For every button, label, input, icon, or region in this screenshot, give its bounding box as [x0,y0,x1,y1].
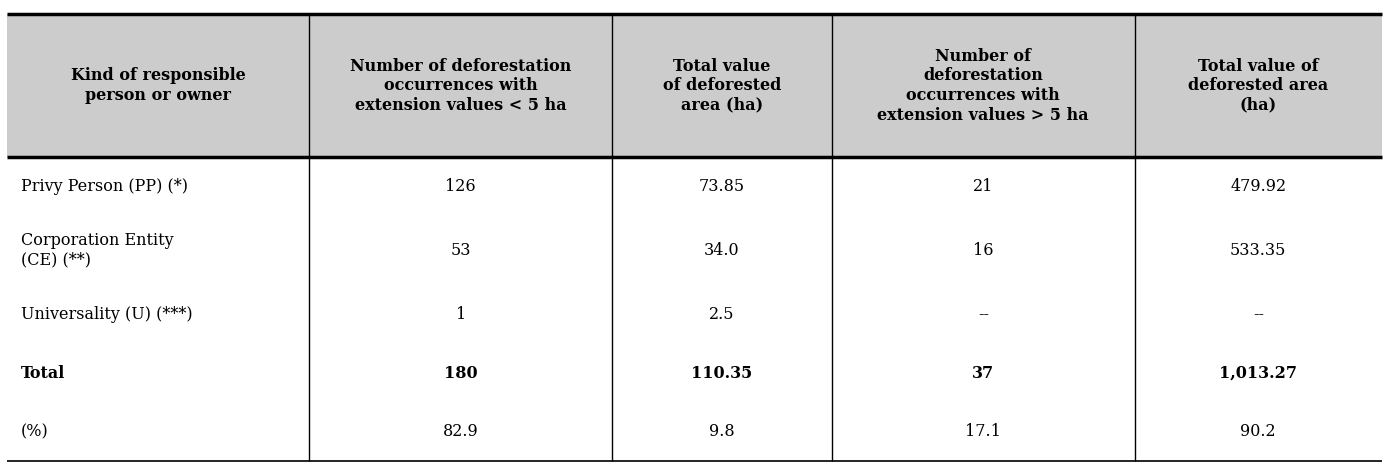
Text: Total: Total [21,364,65,381]
Text: Total value of
deforested area
(ha): Total value of deforested area (ha) [1188,57,1328,114]
Text: (%): (%) [21,423,49,440]
Text: Universality (U) (***): Universality (U) (***) [21,306,193,323]
Text: 90.2: 90.2 [1240,423,1276,440]
Text: 1,013.27: 1,013.27 [1220,364,1297,381]
Text: 2.5: 2.5 [710,306,735,323]
Text: Kind of responsible
person or owner: Kind of responsible person or owner [71,67,246,104]
Text: --: -- [978,306,989,323]
Bar [7,14,1382,157]
Text: 37: 37 [972,364,995,381]
Text: 17.1: 17.1 [965,423,1001,440]
Text: 126: 126 [446,178,476,195]
Text: 1: 1 [456,306,465,323]
Text: Privy Person (PP) (*): Privy Person (PP) (*) [21,178,188,195]
Text: 73.85: 73.85 [699,178,745,195]
Text: Corporation Entity
(CE) (**): Corporation Entity (CE) (**) [21,232,174,269]
Text: Number of
deforestation
occurrences with
extension values > 5 ha: Number of deforestation occurrences with… [878,48,1089,124]
Text: --: -- [1253,306,1264,323]
Text: 479.92: 479.92 [1231,178,1286,195]
Text: 533.35: 533.35 [1231,242,1286,259]
Text: 9.8: 9.8 [710,423,735,440]
Text: 53: 53 [450,242,471,259]
Text: 110.35: 110.35 [692,364,753,381]
Text: 21: 21 [974,178,993,195]
Text: Total value
of deforested
area (ha): Total value of deforested area (ha) [663,57,781,114]
Text: Number of deforestation
occurrences with
extension values < 5 ha: Number of deforestation occurrences with… [350,57,571,114]
Text: 180: 180 [444,364,478,381]
Text: 16: 16 [974,242,993,259]
Text: 82.9: 82.9 [443,423,479,440]
Text: 34.0: 34.0 [704,242,740,259]
